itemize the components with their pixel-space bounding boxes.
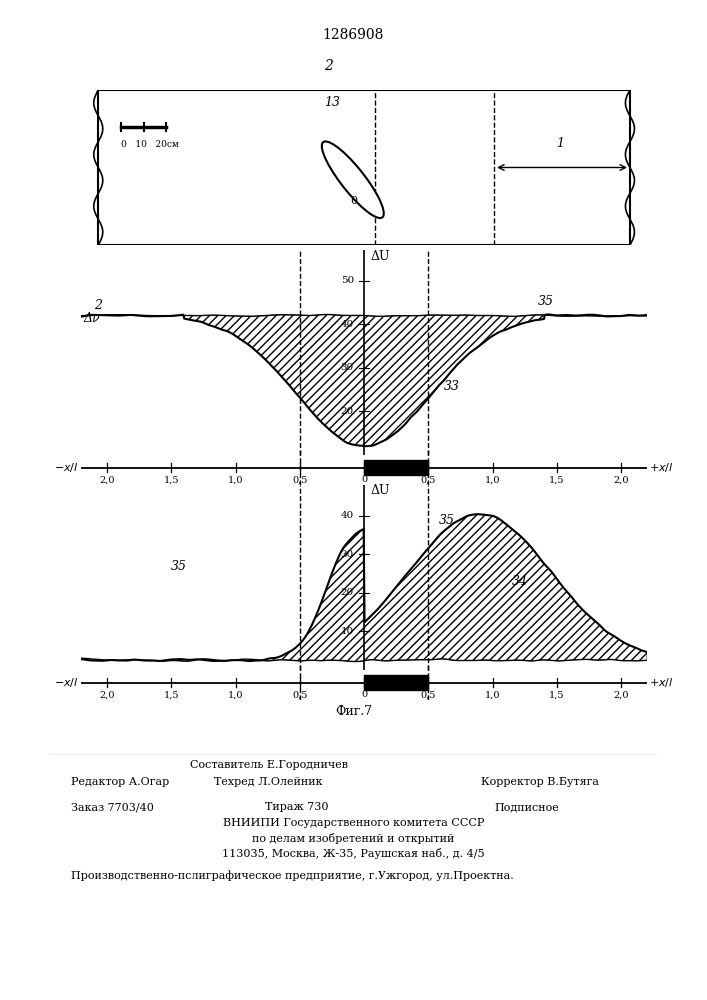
Text: ΔU: ΔU (370, 484, 390, 497)
Text: 33: 33 (444, 380, 460, 393)
Text: 0,5: 0,5 (421, 475, 436, 484)
Text: 34: 34 (512, 575, 528, 588)
Text: 2,0: 2,0 (99, 475, 115, 484)
Text: 1,0: 1,0 (485, 475, 501, 484)
Text: $+x/l$: $+x/l$ (650, 461, 674, 474)
Text: Производственно-пслиграфическое предприятие, г.Ужгород, ул.Проектна.: Производственно-пслиграфическое предприя… (71, 870, 513, 881)
Text: Заказ 7703/40: Заказ 7703/40 (71, 802, 153, 812)
Text: Составитель Е.Городничев: Составитель Е.Городничев (189, 760, 348, 770)
Text: 0,5: 0,5 (292, 475, 308, 484)
Text: 0: 0 (350, 196, 357, 206)
Text: 30: 30 (341, 550, 354, 559)
Text: 35: 35 (537, 295, 554, 308)
Text: 1286908: 1286908 (323, 28, 384, 42)
Text: 50: 50 (341, 276, 354, 285)
Text: Δν: Δν (84, 312, 100, 325)
Text: 2,0: 2,0 (614, 475, 629, 484)
Text: 35: 35 (438, 514, 455, 527)
Text: ВНИИПИ Государственного комитета СССР: ВНИИПИ Государственного комитета СССР (223, 818, 484, 828)
Text: 2: 2 (325, 59, 334, 73)
Text: Редактор А.Огар: Редактор А.Огар (71, 777, 169, 787)
Text: $-x/l$: $-x/l$ (54, 461, 78, 474)
Text: 40: 40 (341, 320, 354, 329)
Text: 2: 2 (94, 299, 102, 312)
Text: Техред Л.Олейник: Техред Л.Олейник (214, 777, 323, 787)
Text: Тираж 730: Тираж 730 (265, 802, 329, 812)
Text: 1,0: 1,0 (228, 475, 243, 484)
Text: 0,5: 0,5 (292, 690, 308, 699)
Text: 0: 0 (361, 475, 367, 484)
Text: 13: 13 (325, 96, 341, 109)
Text: $+x/l$: $+x/l$ (650, 676, 674, 689)
Text: 0   10   20см: 0 10 20см (121, 140, 179, 149)
Text: по делам изобретений и открытий: по делам изобретений и открытий (252, 833, 455, 844)
Text: Фиг.7: Фиг.7 (335, 705, 372, 718)
Text: 40: 40 (341, 511, 354, 520)
Text: 1: 1 (556, 137, 564, 150)
Text: 1,5: 1,5 (549, 475, 565, 484)
Text: 10: 10 (341, 627, 354, 636)
Text: 30: 30 (341, 363, 354, 372)
Text: Подписное: Подписное (495, 802, 560, 812)
Text: 20: 20 (341, 588, 354, 597)
Text: ΔU: ΔU (370, 250, 390, 263)
Ellipse shape (322, 141, 384, 218)
Text: 0: 0 (361, 690, 367, 699)
Text: $-x/l$: $-x/l$ (54, 676, 78, 689)
Text: Корректор В.Бутяга: Корректор В.Бутяга (481, 777, 599, 787)
Text: 1,0: 1,0 (485, 690, 501, 699)
Text: 1,5: 1,5 (163, 690, 179, 699)
Text: 113035, Москва, Ж-35, Раушская наб., д. 4/5: 113035, Москва, Ж-35, Раушская наб., д. … (222, 848, 485, 859)
Text: 2,0: 2,0 (99, 690, 115, 699)
Text: 0,5: 0,5 (421, 690, 436, 699)
Text: 35: 35 (171, 560, 187, 573)
Text: 2,0: 2,0 (614, 690, 629, 699)
Text: 1,0: 1,0 (228, 690, 243, 699)
Text: 1,5: 1,5 (163, 475, 179, 484)
Text: 1,5: 1,5 (549, 690, 565, 699)
Text: 20: 20 (341, 407, 354, 416)
